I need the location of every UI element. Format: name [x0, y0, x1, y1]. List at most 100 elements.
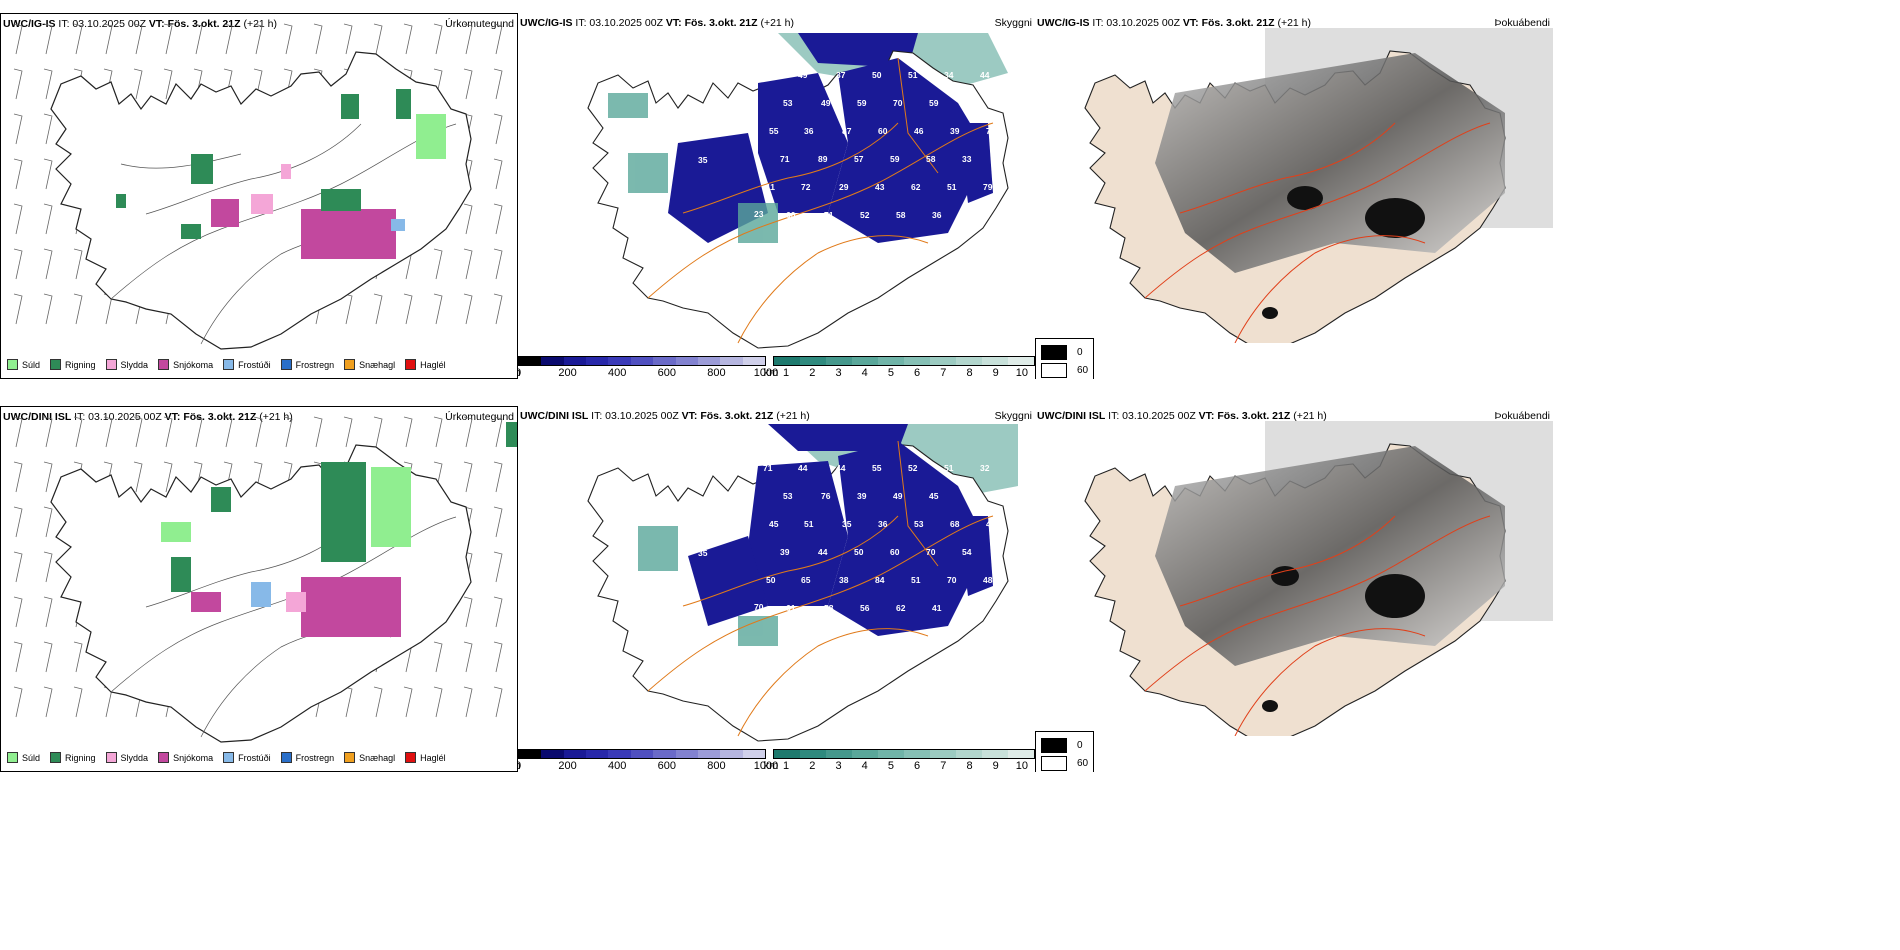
scale-step [675, 357, 698, 365]
panel-label: Úrkomutegund [445, 18, 514, 30]
scale-step [742, 750, 765, 758]
visibility-value: 44 [836, 463, 846, 473]
precip-type-map [13, 416, 517, 743]
scale-step [519, 357, 542, 365]
visibility-value: 52 [908, 463, 918, 473]
legend-label: Súld [22, 752, 41, 763]
wind-barb [163, 416, 173, 448]
legend-label: Haglél [420, 752, 446, 763]
scale-step [563, 357, 587, 365]
visibility-value: 36 [804, 126, 814, 136]
precip-type-panel-top: UWC/IG-IS IT: 03.10.2025 00Z VT: Fös. 3.… [0, 13, 518, 379]
legend-swatch [7, 359, 18, 370]
wind-barb [463, 23, 473, 55]
visibility-value: 70 [947, 575, 957, 585]
wind-barb [463, 461, 473, 493]
legend-label: Frostúði [238, 359, 271, 370]
visibility-value: 62 [763, 70, 773, 80]
visibility-value: 79 [983, 182, 993, 192]
visibility-value: 84 [875, 575, 885, 585]
scale-step [742, 357, 765, 365]
scale-tick-label: 9 [992, 367, 999, 379]
wind-barb [493, 461, 503, 493]
visibility-value: 44 [798, 463, 808, 473]
wind-barb [463, 686, 473, 718]
scale-step [1008, 750, 1034, 758]
fog-legend-swatch [1041, 344, 1067, 360]
visibility-value: 39 [780, 547, 790, 557]
visibility-scale-m: 0 200 400 600 800 1000 m [518, 749, 778, 772]
wind-barb [493, 203, 503, 235]
visibility-map: 71 44 44 55 52 51 32 53 76 39 49 45 66 45 51 35 36 53 68 40… [587, 424, 1018, 742]
visibility-value: 50 [965, 98, 975, 108]
scale-step [852, 357, 878, 365]
wind-barb [313, 23, 323, 55]
wind-barb [73, 248, 83, 280]
wind-barb [13, 641, 23, 673]
wind-barb [403, 293, 413, 325]
scale-tick-label: 1 [783, 760, 790, 772]
wind-barb [43, 641, 53, 673]
legend-item: Snjókoma [158, 752, 213, 763]
wind-barb [433, 641, 443, 673]
legend-swatch [158, 359, 170, 370]
legend-label: Rigning [65, 359, 96, 370]
visibility-value: 23 [754, 209, 764, 219]
wind-barb [493, 68, 503, 100]
visibility-value: 49 [821, 98, 831, 108]
scale-tick-label: 7 [940, 760, 947, 772]
visibility-value: 51 [911, 575, 921, 585]
wind-barb [193, 23, 203, 55]
scale-step [800, 750, 826, 758]
wind-barb [13, 506, 23, 538]
wind-barb [493, 506, 503, 538]
visibility-map: 62 49 37 50 51 34 44 53 49 59 70 59 50 55 36 87 60 46 39 79… [587, 33, 1009, 349]
wind-barb [103, 23, 113, 55]
scale-tick-label: 400 [608, 367, 627, 379]
scale-tick-label: 5 [887, 367, 894, 379]
fog-legend-label: 0 [1077, 346, 1083, 358]
visibility-scale-km: 1 2 3 4 5 6 7 8 9 10 km [764, 356, 1035, 379]
panel-title: UWC/IG-IS IT: 03.10.2025 00Z VT: Fös. 3.… [1037, 17, 1312, 29]
legend-item: Súld [7, 752, 40, 763]
scale-step [586, 750, 609, 758]
scale-tick-label: 6 [914, 760, 921, 772]
visibility-value: 39 [950, 126, 960, 136]
visibility-value: 70 [926, 547, 936, 557]
visibility-value: 52 [860, 210, 870, 220]
panel-title: UWC/IG-IS IT: 03.10.2025 00Z VT: Fös. 3.… [520, 17, 795, 29]
wind-barb [43, 596, 53, 628]
visibility-value: 60 [878, 126, 888, 136]
legend-swatch [280, 359, 292, 370]
panel-label: Skyggni [994, 410, 1032, 422]
wind-barb [493, 641, 503, 673]
fog-legend-swatch [1041, 362, 1067, 378]
scale-tick-label: 3 [835, 367, 842, 379]
legend-item: Slydda [105, 752, 148, 763]
visibility-scale-m: 0 200 400 600 800 1000 m [518, 356, 778, 379]
wind-barb [403, 416, 413, 448]
scale-tick-label: 2 [809, 760, 816, 772]
wind-barb [13, 113, 23, 145]
visibility-value: 36 [878, 519, 888, 529]
wind-barb [493, 248, 503, 280]
wind-barb [493, 596, 503, 628]
wind-barb [373, 293, 383, 325]
wind-barb [403, 23, 413, 55]
precip-type-panel-bottom: UWC/DINI ISL IT: 03.10.2025 00Z VT: Fös.… [0, 406, 518, 772]
fog-legend-row: 60 [1041, 754, 1088, 772]
panel-title: UWC/DINI ISL IT: 03.10.2025 00Z VT: Fös.… [520, 410, 810, 422]
wind-barb [13, 23, 23, 55]
scale-step [982, 357, 1008, 365]
scale-tick-label: 1000 [753, 760, 779, 772]
scale-tick-label: 10 [1015, 367, 1029, 379]
legend-label: Haglél [420, 359, 446, 370]
scale-step [653, 750, 676, 758]
legend-label: Frostregn [295, 359, 335, 370]
wind-barb [43, 23, 53, 55]
wind-barb [43, 293, 53, 325]
wind-barb [283, 23, 293, 55]
visibility-value: 11 [766, 182, 775, 192]
scale-tick-label: 8 [966, 367, 973, 379]
wind-barb [133, 416, 143, 448]
